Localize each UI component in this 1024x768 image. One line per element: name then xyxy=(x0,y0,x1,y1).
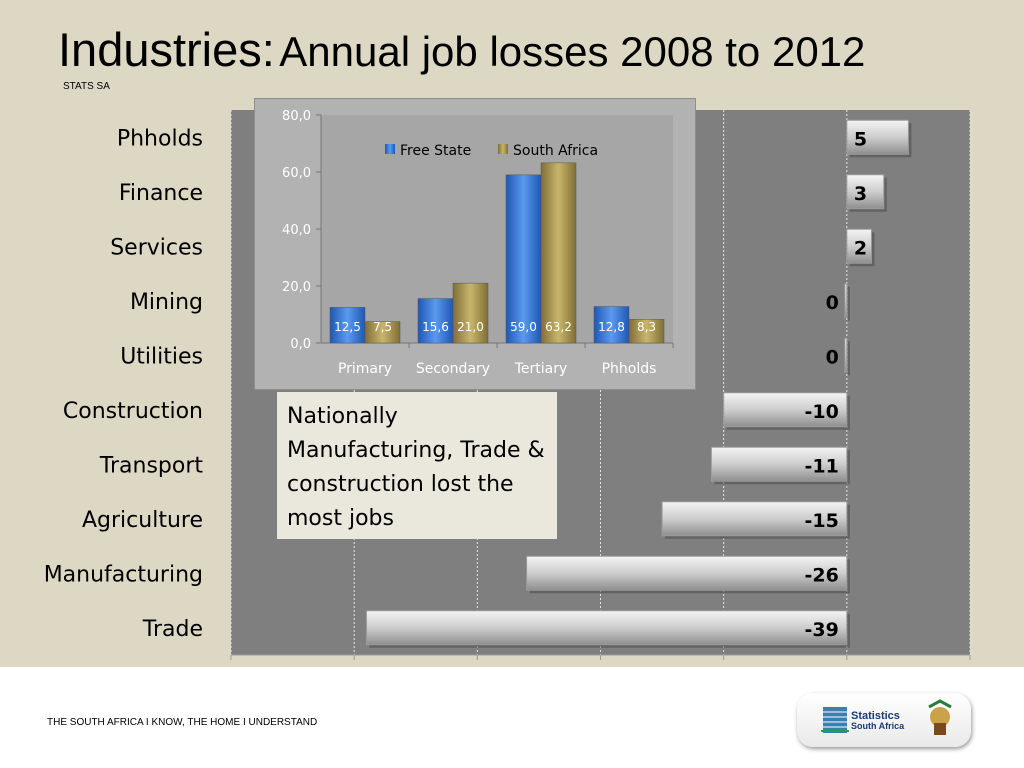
column xyxy=(505,174,542,344)
legend-label: South Africa xyxy=(513,143,598,159)
inset-chart-svg: 0,0 20,0 40,0 60,0 80,0 Primary 12,5 7,5 Seconda… xyxy=(282,109,674,377)
title-sub: Annual job losses 2008 to 2012 xyxy=(279,28,866,75)
legend-label: Free State xyxy=(400,143,471,159)
column xyxy=(628,319,665,344)
y-tick-label: 60,0 xyxy=(282,166,311,181)
category-label: Agriculture xyxy=(82,508,203,533)
title-main: Industries: xyxy=(58,23,275,76)
x-tick-label: Tertiary xyxy=(514,361,568,377)
statssa-logo: Statistics South Africa xyxy=(797,693,971,747)
bar xyxy=(365,610,848,646)
column-value-label: 15,6 xyxy=(422,320,449,334)
bar-shadow xyxy=(847,341,850,376)
bar-value-label: -11 xyxy=(805,455,839,477)
page-title: Industries: Annual job losses 2008 to 20… xyxy=(58,22,865,77)
category-label: Phholds xyxy=(117,126,203,151)
bar-value-label: 5 xyxy=(854,128,867,150)
category-label: Transport xyxy=(99,453,204,478)
bar-value-label: 2 xyxy=(854,237,867,259)
y-tick-label: 20,0 xyxy=(282,280,311,295)
category-label: Mining xyxy=(130,290,203,315)
category-label: Construction xyxy=(63,399,203,424)
column-value-label: 63,2 xyxy=(545,320,572,334)
bar-shadow xyxy=(847,286,850,321)
x-tick-label: Secondary xyxy=(416,361,490,377)
column-value-label: 21,0 xyxy=(457,320,484,334)
category-label: Trade xyxy=(142,617,203,642)
bar xyxy=(526,555,848,591)
column-value-label: 12,8 xyxy=(598,320,625,334)
y-tick-label: 80,0 xyxy=(282,109,311,124)
x-tick-label: Primary xyxy=(338,361,392,377)
inset-plot-area xyxy=(321,115,673,343)
footer-tagline: THE SOUTH AFRICA I KNOW, THE HOME I UNDE… xyxy=(47,717,318,728)
bar xyxy=(844,337,848,373)
bar xyxy=(846,228,872,264)
logo-line2: South Africa xyxy=(851,721,905,731)
bar-value-label: 0 xyxy=(826,346,839,368)
logo-line1: Statistics xyxy=(851,710,900,722)
bar xyxy=(846,174,885,210)
column xyxy=(593,306,630,344)
inset-chart: 0,0 20,0 40,0 60,0 80,0 Primary 12,5 7,5 Seconda… xyxy=(254,98,696,390)
category-label: Manufacturing xyxy=(44,562,203,587)
column-value-label: 8,3 xyxy=(637,320,656,334)
category-label: Services xyxy=(110,235,203,260)
bar-value-label: -10 xyxy=(805,401,839,423)
column xyxy=(364,321,401,344)
column-value-label: 12,5 xyxy=(334,320,361,334)
bar-value-label: -39 xyxy=(805,619,839,641)
column xyxy=(540,162,577,344)
bar xyxy=(723,392,848,428)
bar xyxy=(844,283,848,319)
category-label: Finance xyxy=(119,181,203,206)
bar-value-label: 0 xyxy=(826,292,839,314)
y-tick-label: 40,0 xyxy=(282,223,311,238)
column xyxy=(417,298,454,344)
bar xyxy=(661,501,848,537)
x-tick-label: Phholds xyxy=(602,361,657,377)
logo-text: Statistics South Africa xyxy=(851,710,905,732)
y-tick-label: 0,0 xyxy=(290,337,311,352)
category-label: Utilities xyxy=(120,344,203,369)
statssa-logo-icon xyxy=(821,699,952,735)
bar xyxy=(710,446,848,482)
legend-swatch xyxy=(385,144,395,154)
column-value-label: 59,0 xyxy=(510,320,537,334)
column xyxy=(452,282,489,344)
column-value-label: 7,5 xyxy=(373,320,392,334)
bar-value-label: 3 xyxy=(854,183,867,205)
bar-value-label: -15 xyxy=(805,510,839,532)
annotation-note: Nationally Manufacturing, Trade & constr… xyxy=(277,392,557,539)
bar xyxy=(846,119,909,155)
legend-swatch xyxy=(498,144,508,154)
bar-value-label: -26 xyxy=(805,564,839,586)
source-label: STATS SA xyxy=(63,81,110,92)
